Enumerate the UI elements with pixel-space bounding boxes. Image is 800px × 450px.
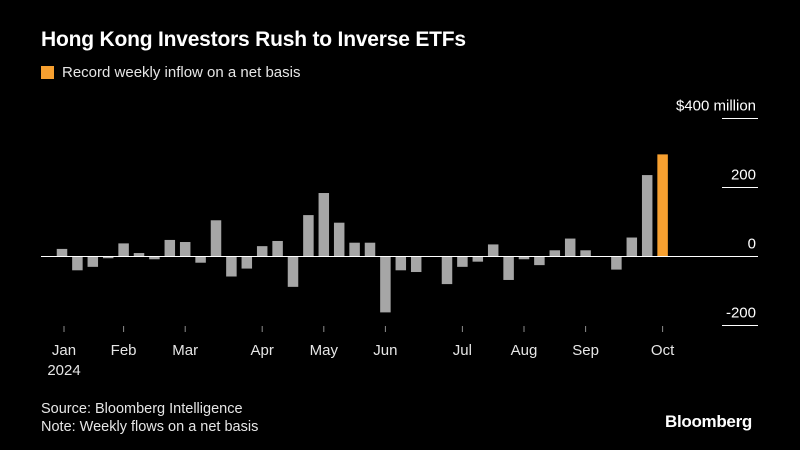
- x-tick-label: May: [310, 342, 339, 359]
- bar: [149, 256, 160, 260]
- y-tick-label: $400 million: [676, 98, 756, 115]
- x-tick-label: Feb: [111, 342, 137, 359]
- footer: Source: Bloomberg Intelligence Note: Wee…: [41, 400, 258, 436]
- x-tick-label: Apr: [251, 342, 274, 359]
- bar: [226, 256, 237, 277]
- bar: [241, 256, 253, 269]
- x-tick-label: Sep: [572, 342, 599, 359]
- bar: [549, 250, 561, 257]
- x-tick-label: Jun: [373, 342, 397, 359]
- footnote: Note: Weekly flows on a net basis: [41, 419, 259, 435]
- legend-label: Record weekly inflow on a net basis: [62, 64, 301, 81]
- bloomberg-logo: Bloomberg: [664, 412, 752, 431]
- bar: [256, 246, 268, 257]
- bar: [518, 256, 530, 260]
- bar: [287, 256, 299, 287]
- bar: [564, 238, 576, 257]
- bar: [333, 222, 345, 257]
- bar: [164, 239, 176, 257]
- bar: [87, 256, 99, 267]
- bar: [179, 242, 191, 257]
- bar: [72, 256, 83, 271]
- bar: [534, 256, 545, 266]
- source-note: Source: Bloomberg Intelligence: [41, 401, 243, 417]
- bar: [580, 250, 591, 257]
- x-tick-year-label: 2024: [47, 362, 80, 379]
- x-tick-label: Aug: [511, 342, 538, 359]
- bar: [441, 256, 453, 285]
- bar: [503, 256, 514, 280]
- y-tick-label: 200: [731, 167, 756, 184]
- bar: [641, 175, 653, 257]
- bar: [457, 256, 468, 267]
- legend: Record weekly inflow on a net basis: [41, 64, 300, 81]
- x-tick-label: Jan: [52, 342, 76, 359]
- bar: [118, 243, 129, 257]
- bar: [303, 215, 314, 257]
- bar: [318, 193, 330, 257]
- bar: [272, 240, 283, 257]
- x-tick-label: Jul: [453, 342, 472, 359]
- legend-swatch: [41, 66, 54, 79]
- bar: [364, 242, 376, 257]
- bar: [210, 220, 222, 257]
- bar: [395, 256, 407, 271]
- x-tick-label: Oct: [651, 342, 675, 359]
- bar: [626, 237, 638, 257]
- bar: [349, 242, 360, 257]
- chart-title: Hong Kong Investors Rush to Inverse ETFs: [41, 28, 466, 51]
- y-tick-label: 0: [748, 236, 756, 253]
- y-tick-label: -200: [726, 305, 756, 322]
- bar: [56, 248, 68, 257]
- bar: [133, 253, 145, 257]
- bar: [195, 256, 206, 263]
- bar: [611, 256, 622, 270]
- x-tick-label: Mar: [172, 342, 198, 359]
- bar: [487, 244, 499, 257]
- bar: [380, 256, 391, 313]
- bar: [102, 256, 114, 259]
- bar: [472, 256, 484, 262]
- bar: [410, 256, 422, 273]
- bar-highlight: [657, 154, 668, 257]
